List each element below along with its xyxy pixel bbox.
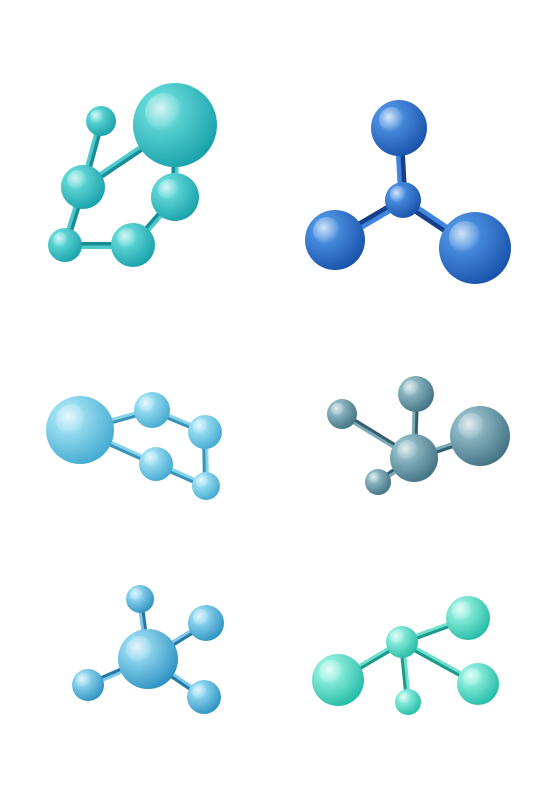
atom-node (133, 83, 217, 167)
atom-node (188, 415, 222, 449)
atom-node (457, 663, 499, 705)
atom-node (450, 406, 510, 466)
atom-node (390, 434, 438, 482)
atom-node (72, 669, 104, 701)
atom-node (126, 585, 154, 613)
atom-node (365, 469, 391, 495)
atom-node (192, 472, 220, 500)
atom-node (446, 596, 490, 640)
atom-node (86, 106, 116, 136)
atom-node (398, 376, 434, 412)
atom-node (371, 100, 427, 156)
atom-node (139, 447, 173, 481)
atom-node (327, 399, 357, 429)
atom-node (61, 165, 105, 209)
atom-node (305, 210, 365, 270)
atom-node (312, 654, 364, 706)
atom-node (111, 223, 155, 267)
atom-node (118, 629, 178, 689)
illustration-canvas (0, 0, 539, 812)
atom-node (385, 182, 421, 218)
atom-node (386, 626, 418, 658)
atom-node (46, 396, 114, 464)
atom-node (395, 689, 421, 715)
atom-node (187, 680, 221, 714)
atom-node (188, 605, 224, 641)
atom-node (134, 392, 170, 428)
atom-node (439, 212, 511, 284)
atom-node (48, 228, 82, 262)
atom-node (151, 173, 199, 221)
